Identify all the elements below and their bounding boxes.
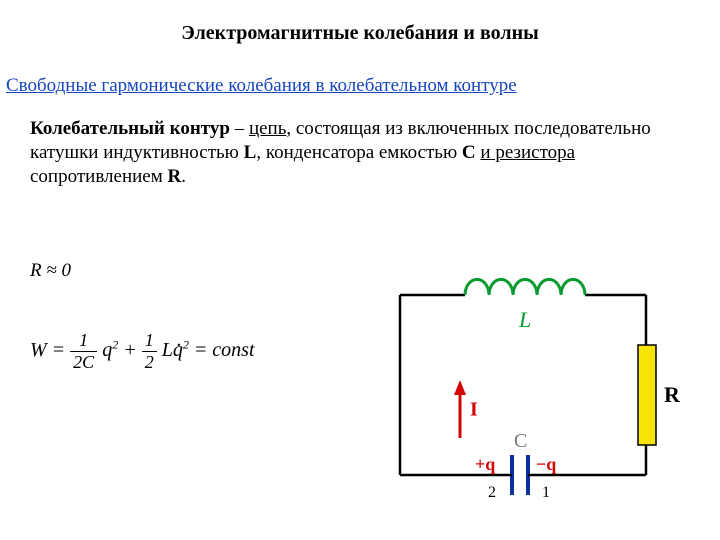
q1: q [102, 339, 112, 361]
resistor-label: R [664, 382, 680, 407]
L2: L [162, 339, 173, 361]
current-arrow [454, 380, 466, 438]
section-subtitle: Свободные гармонические колебания в коле… [0, 45, 720, 97]
t4: сопротивлением [30, 166, 168, 187]
inductor [465, 279, 585, 295]
W: W [30, 339, 47, 361]
definition-paragraph: Колебательный контур – цепь, состоящая и… [0, 97, 720, 188]
t2: , конденсатора емкостью [256, 142, 462, 163]
const: = const [194, 339, 255, 361]
resistor [638, 345, 656, 445]
formula-R: R ≈ 0 [30, 260, 71, 282]
sym-R: R [168, 166, 182, 187]
plus-q-label: +q [475, 454, 495, 474]
circuit-diagram: L R I C +q −q 2 1 [370, 275, 680, 505]
den2: 2 [142, 352, 157, 373]
term: Колебательный контур [30, 118, 230, 139]
current-label: I [470, 399, 478, 421]
num1: 1 [70, 330, 97, 352]
sym-C: C [462, 142, 476, 163]
eq1: = [47, 339, 71, 361]
sq1: 2 [112, 337, 118, 351]
plus: + [123, 339, 142, 361]
u2: и резистора [480, 142, 575, 163]
num2: 1 [142, 330, 157, 352]
u1: цепь [249, 118, 286, 139]
inductor-label: L [518, 307, 531, 332]
terminal-1: 1 [542, 484, 550, 501]
frac2: 1 2 [142, 330, 157, 373]
formula-energy: W = 1 2C q2 + 1 2 Lq2 = const [30, 330, 255, 373]
page-title: Электромагнитные колебания и волны [0, 0, 720, 45]
capacitor-label: C [514, 430, 527, 452]
sym-L: L [244, 142, 257, 163]
qdot: q [173, 339, 183, 362]
dash: – [230, 118, 249, 139]
t5: . [181, 166, 186, 187]
terminal-2: 2 [488, 484, 496, 501]
sq2: 2 [183, 337, 189, 351]
den1: 2C [70, 352, 97, 373]
minus-q-label: −q [536, 454, 556, 474]
frac1: 1 2C [70, 330, 97, 373]
